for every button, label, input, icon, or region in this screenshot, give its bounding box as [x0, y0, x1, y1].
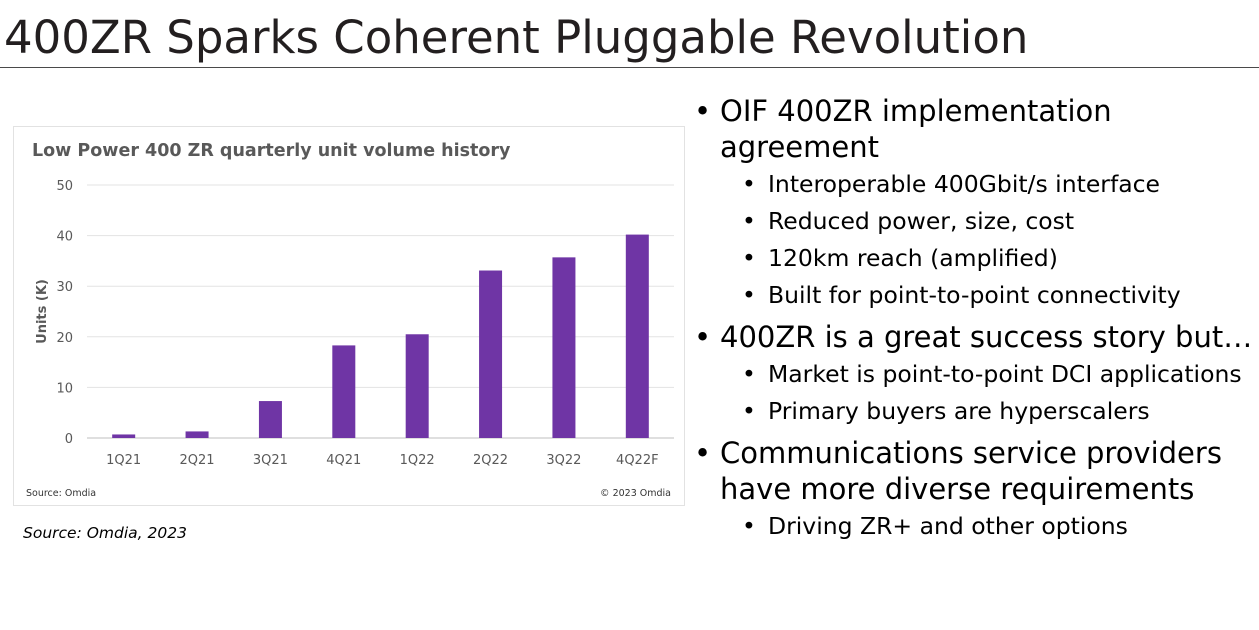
bullet-dot-icon: •: [694, 320, 712, 354]
sub-bullet-list: • Driving ZR+ and other options: [694, 512, 1256, 541]
sub-bullet-item: • Reduced power, size, cost: [742, 207, 1256, 236]
y-tick-label: 30: [56, 280, 73, 295]
bullet-dot-icon: •: [742, 281, 756, 309]
slide-title: 400ZR Sparks Coherent Pluggable Revoluti…: [4, 11, 1029, 64]
y-tick-label: 40: [56, 230, 73, 245]
sub-bullet-item: • 120km reach (amplified): [742, 244, 1256, 273]
chart-title: Low Power 400 ZR quarterly unit volume h…: [32, 141, 511, 161]
bullet-dot-icon: •: [742, 207, 756, 235]
sub-bullet-text: 120km reach (amplified): [768, 244, 1058, 272]
x-tick-label: 1Q22: [400, 453, 435, 468]
bullet-list: • OIF 400ZR implementation agreement • In…: [694, 93, 1256, 544]
x-tick-label: 4Q22F: [616, 453, 659, 468]
bullet-dot-icon: •: [694, 94, 712, 128]
x-tick-label: 4Q21: [326, 453, 361, 468]
source-caption: Source: Omdia, 2023: [23, 524, 187, 542]
sub-bullet-text: Built for point-to-point connectivity: [768, 281, 1181, 309]
sub-bullet-list: • Market is point-to-point DCI applicatio…: [694, 360, 1256, 426]
bullet-item: • Communications service providers have …: [694, 435, 1256, 507]
sub-bullet-text: Primary buyers are hyperscalers: [768, 397, 1150, 425]
bullet-dot-icon: •: [742, 244, 756, 272]
x-tick-label: 1Q21: [106, 453, 141, 468]
bullet-dot-icon: •: [694, 436, 712, 470]
sub-bullet-item: • Driving ZR+ and other options: [742, 512, 1256, 541]
sub-bullet-item: • Interoperable 400Gbit/s interface: [742, 170, 1256, 199]
bullet-item: • 400ZR is a great success story but…: [694, 319, 1256, 355]
y-axis-label: Units (K): [35, 279, 50, 344]
y-tick-label: 0: [65, 432, 73, 447]
bar: [479, 270, 503, 438]
bar: [332, 345, 356, 438]
sub-bullet-text: Market is point-to-point DCI application…: [768, 360, 1242, 388]
y-tick-label: 20: [56, 331, 73, 346]
bullet-text: Communications service providers have mo…: [720, 436, 1222, 506]
chart-source-note: Source: Omdia: [26, 488, 97, 499]
x-tick-label: 3Q22: [546, 453, 581, 468]
bar: [552, 257, 576, 438]
title-divider: [0, 67, 1259, 68]
bullet-dot-icon: •: [742, 397, 756, 425]
bullet-item: • OIF 400ZR implementation agreement: [694, 93, 1256, 165]
chart-copyright-note: © 2023 Omdia: [600, 488, 671, 499]
bullet-dot-icon: •: [742, 512, 756, 540]
y-tick-label: 10: [56, 381, 73, 396]
sub-bullet-item: • Market is point-to-point DCI applicatio…: [742, 360, 1256, 389]
bar-chart: 0 10 20 30 40 50 Units (K) 1Q21 2Q21 3Q21 4Q21 1Q22…: [35, 179, 674, 468]
x-tick-label: 3Q21: [253, 453, 288, 468]
x-tick-label: 2Q22: [473, 453, 508, 468]
sub-bullet-item: • Built for point-to-point connectivity: [742, 281, 1256, 310]
y-tick-label: 50: [56, 179, 73, 194]
sub-bullet-list: • Interoperable 400Gbit/s interface • Redu…: [694, 170, 1256, 310]
sub-bullet-text: Driving ZR+ and other options: [768, 512, 1128, 540]
bullet-dot-icon: •: [742, 360, 756, 388]
bullet-group: • OIF 400ZR implementation agreement • In…: [694, 93, 1256, 310]
x-tick-label: 2Q21: [180, 453, 215, 468]
bullet-text: 400ZR is a great success story but…: [720, 320, 1253, 354]
sub-bullet-text: Reduced power, size, cost: [768, 207, 1075, 235]
bullet-dot-icon: •: [742, 170, 756, 198]
bullet-group: • Communications service providers have …: [694, 435, 1256, 541]
bullet-text: OIF 400ZR implementation agreement: [720, 94, 1112, 164]
bar: [258, 401, 282, 438]
sub-bullet-text: Interoperable 400Gbit/s interface: [768, 170, 1160, 198]
bar: [112, 434, 136, 438]
sub-bullet-item: • Primary buyers are hyperscalers: [742, 397, 1256, 426]
bar: [405, 334, 429, 438]
bar: [185, 431, 209, 438]
bar: [625, 234, 649, 438]
chart-panel: 0 10 20 30 40 50 Units (K) 1Q21 2Q21 3Q21 4Q21 1Q22…: [13, 126, 685, 506]
bullet-group: • 400ZR is a great success story but… • M…: [694, 319, 1256, 426]
